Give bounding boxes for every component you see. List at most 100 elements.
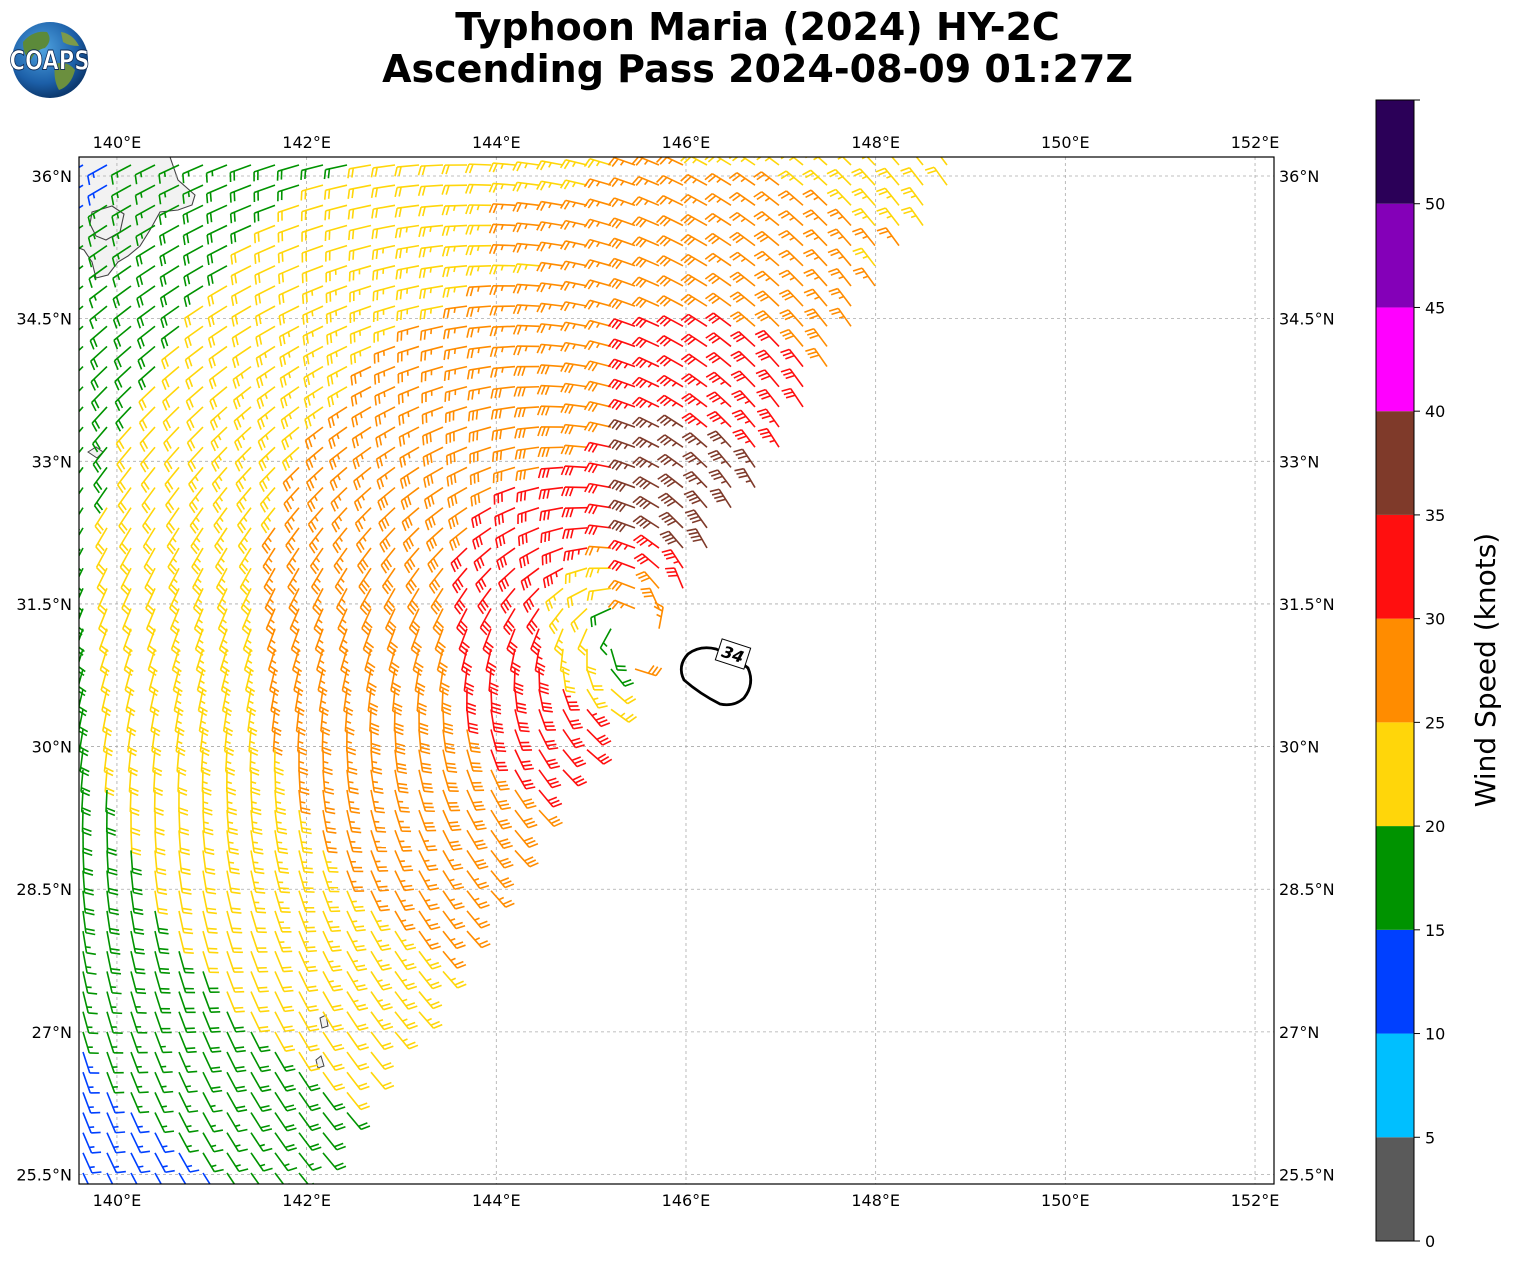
wind-barb bbox=[423, 466, 444, 488]
wind-barb bbox=[754, 290, 780, 307]
wind-barb bbox=[374, 386, 396, 406]
wind-barb bbox=[81, 810, 92, 837]
wind-barb bbox=[322, 830, 338, 854]
wind-barb bbox=[247, 709, 258, 737]
wind-barb bbox=[82, 991, 98, 1015]
wind-barb bbox=[274, 1031, 296, 1052]
wind-barb bbox=[729, 231, 756, 247]
wind-barb bbox=[803, 268, 828, 287]
wind-barb bbox=[329, 466, 348, 491]
wind-barb bbox=[828, 307, 852, 327]
wind-barb bbox=[186, 406, 204, 431]
wind-barb bbox=[876, 227, 900, 247]
wind-barb bbox=[182, 224, 204, 246]
wind-barb bbox=[657, 453, 684, 469]
wind-barb bbox=[210, 426, 228, 452]
wind-barb bbox=[804, 157, 828, 166]
wind-barb bbox=[417, 164, 444, 176]
wind-barb bbox=[278, 325, 300, 347]
wind-barb bbox=[201, 769, 212, 796]
wind-barb bbox=[466, 325, 492, 338]
wind-barb bbox=[657, 492, 684, 509]
wind-barb bbox=[135, 224, 156, 247]
wind-barb bbox=[890, 157, 900, 166]
wind-barb bbox=[79, 366, 84, 372]
wind-barb bbox=[490, 829, 513, 850]
wind-barb bbox=[583, 360, 612, 372]
wind-barb bbox=[301, 224, 324, 242]
wind-barb bbox=[259, 466, 276, 493]
wind-barb bbox=[728, 172, 756, 186]
wind-barb bbox=[154, 910, 169, 935]
wind-barb bbox=[243, 648, 254, 677]
wind-barb bbox=[79, 446, 84, 454]
wind-barb bbox=[560, 321, 588, 332]
wind-barb bbox=[729, 291, 756, 307]
wind-barb bbox=[219, 648, 230, 677]
wind-barb bbox=[545, 587, 564, 612]
wind-barb bbox=[271, 709, 282, 736]
wind-barb bbox=[394, 910, 416, 931]
wind-barb bbox=[418, 204, 444, 217]
wind-barb bbox=[420, 345, 444, 362]
wind-barb bbox=[278, 285, 300, 305]
wind-barb bbox=[607, 277, 636, 290]
wind-barb bbox=[530, 628, 542, 656]
wind-barb bbox=[178, 951, 195, 974]
wind-barb bbox=[192, 567, 204, 596]
wind-barb bbox=[178, 810, 190, 836]
wind-barb bbox=[261, 527, 276, 554]
wind-barb bbox=[443, 365, 468, 382]
wind-barb bbox=[209, 386, 228, 410]
wind-barb bbox=[780, 368, 804, 388]
wind-barb bbox=[394, 769, 409, 794]
wind-barb bbox=[607, 398, 636, 411]
wind-barb bbox=[95, 527, 108, 555]
wind-barb bbox=[283, 487, 300, 513]
wind-barb bbox=[490, 849, 514, 869]
wind-barb bbox=[373, 345, 396, 364]
wind-barb bbox=[226, 1071, 247, 1093]
wind-barb bbox=[418, 970, 442, 990]
wind-barb bbox=[514, 749, 534, 771]
wind-barb bbox=[407, 587, 420, 615]
wind-barb bbox=[340, 648, 351, 677]
wind-barb bbox=[187, 446, 204, 473]
wind-barb bbox=[514, 446, 540, 460]
wind-barb bbox=[583, 380, 612, 392]
wind-barb bbox=[301, 265, 324, 284]
wind-barb bbox=[656, 354, 684, 368]
wind-barb bbox=[164, 466, 180, 493]
wind-barb bbox=[632, 476, 660, 490]
wind-barb bbox=[512, 242, 540, 253]
wind-barb bbox=[733, 448, 756, 468]
lat-tick-label-right: 25.5°N bbox=[1279, 1165, 1335, 1184]
colorbar-bin bbox=[1376, 514, 1414, 619]
wind-barb bbox=[121, 588, 132, 616]
wind-barb bbox=[803, 288, 828, 307]
wind-barb bbox=[111, 224, 132, 247]
wind-barb bbox=[607, 298, 636, 310]
lon-tick-label-top: 150°E bbox=[1041, 133, 1090, 152]
wind-barb bbox=[322, 950, 343, 972]
wind-barb bbox=[112, 285, 132, 309]
wind-barb bbox=[106, 1172, 114, 1184]
wind-barb bbox=[188, 466, 204, 493]
wind-barb bbox=[279, 345, 300, 367]
wind-barb bbox=[489, 264, 516, 275]
wind-barb bbox=[370, 830, 388, 853]
wind-barb bbox=[517, 506, 540, 524]
lon-tick-label-top: 142°E bbox=[282, 133, 331, 152]
wind-barb bbox=[214, 547, 228, 575]
wind-barb bbox=[656, 195, 684, 207]
wind-barb bbox=[254, 244, 276, 264]
wind-barb bbox=[250, 930, 268, 953]
wind-barb bbox=[781, 387, 804, 408]
wind-barb bbox=[103, 749, 114, 777]
wind-barb bbox=[607, 479, 636, 493]
wind-barb bbox=[680, 353, 708, 368]
wind-barb bbox=[705, 351, 732, 368]
wind-barb bbox=[304, 406, 324, 429]
wind-barb bbox=[418, 769, 434, 793]
wind-barb bbox=[375, 426, 396, 448]
